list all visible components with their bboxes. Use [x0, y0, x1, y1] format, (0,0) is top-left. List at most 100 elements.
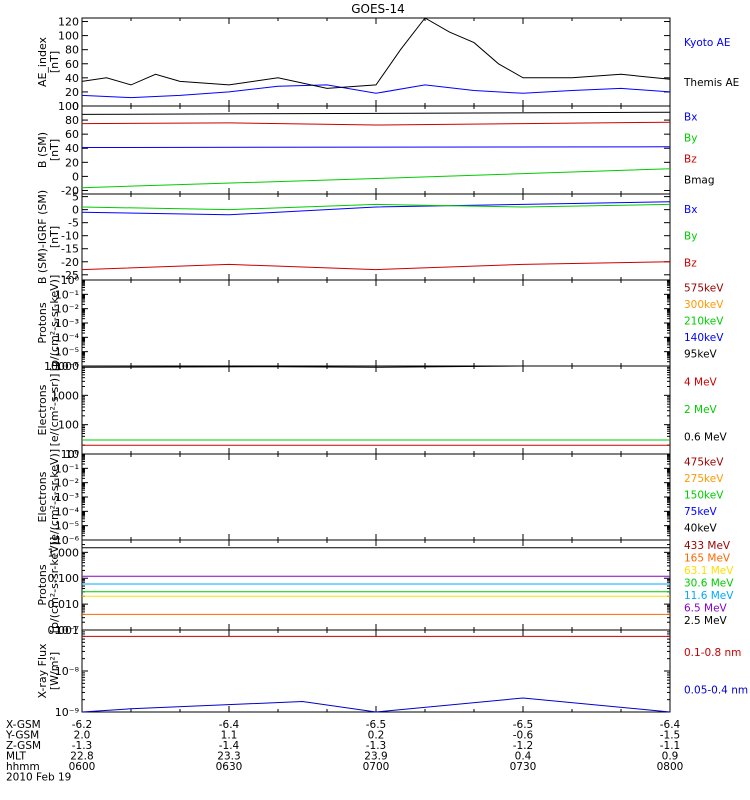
series-line-bz [81, 121, 671, 126]
panel-electrons-mev: 10 100 1000 10000 Electrons [e/(cm²-s-sr)] 4 M… [36, 360, 728, 461]
y-tick-label: 10⁻⁹ [55, 706, 79, 719]
legend-label: 11.6 MeV [684, 590, 734, 602]
y-axis-label: Protons [36, 302, 49, 343]
footer-value: -6.2 [72, 719, 93, 731]
y-axis-label: [e/(cm²-s-sr-keV)] [48, 449, 61, 545]
y-tick-label: 0.100 [48, 572, 80, 585]
footer-row-label: MLT [6, 751, 26, 763]
y-tick-label: 0 [72, 100, 79, 113]
y-tick-label: 100 [58, 100, 79, 113]
y-tick-label: 10⁻³ [55, 317, 79, 330]
panel-frame [81, 279, 671, 367]
y-tick-label: 10000 [44, 360, 79, 373]
y-tick-label: 10⁻⁸ [55, 665, 80, 678]
legend-label: 0.05-0.4 nm [684, 684, 748, 696]
series-line-0-6-mev [81, 365, 670, 368]
series-line-bx [81, 201, 671, 216]
y-axis-label: [p/(cm²-s-sr-keV)] [48, 275, 61, 372]
legend-label: Bmag [684, 175, 715, 187]
footer-value: -6.4 [660, 719, 681, 731]
y-tick-label: 10⁻⁶ [55, 360, 80, 373]
footer-date: 2010 Feb 19 [6, 772, 71, 784]
y-tick-label: 60 [65, 128, 79, 141]
y-tick-label: -20 [61, 256, 79, 269]
panel-frame [81, 629, 671, 713]
footer-row-label: hhmm [6, 761, 40, 773]
footer-value: 0700 [363, 761, 390, 773]
legend-label: 4 MeV [684, 376, 718, 388]
panel-frame [81, 539, 671, 631]
panel-xray: 10⁻⁹ 10⁻⁸ 10⁻⁷ X-ray Flux [W/m²] 0.1-0.8 nm 0.… [36, 624, 748, 719]
legend-label: Bx [684, 204, 697, 216]
legend-label: 6.5 MeV [684, 602, 728, 614]
footer-value: -1.3 [366, 740, 387, 752]
footer-value: 0730 [510, 761, 537, 773]
y-axis-label: X-ray Flux [36, 643, 49, 699]
legend-label: 210keV [684, 316, 724, 328]
ephemeris-footer: X-GSM -6.2 -6.4 -6.5 -6.5 -6.4Y-GSM 2.0 1.1 0.2-… [5, 719, 683, 784]
y-tick-label: 10⁻⁴ [55, 331, 80, 344]
y-tick-label: 10⁻⁷ [55, 624, 79, 637]
footer-value: -1.3 [72, 740, 93, 752]
y-tick-label: 120 [58, 16, 79, 29]
series-line-by [81, 168, 671, 189]
y-tick-label: -20 [61, 184, 79, 197]
panel-frame [81, 365, 671, 455]
legend-label: 165 MeV [684, 552, 731, 564]
y-tick-label: 10⁰ [61, 448, 80, 461]
footer-value: -6.5 [513, 719, 534, 731]
legend-label: 95keV [684, 349, 718, 361]
footer-value: -1.2 [513, 740, 534, 752]
panel-bigrf: -25-20-15-10-505 B (SM)-IGRF (SM) [nT] Bx By… [36, 190, 697, 284]
legend-label: 2.5 MeV [684, 615, 728, 627]
legend-label: 2 MeV [684, 404, 718, 416]
y-tick-label: -10 [61, 230, 79, 243]
y-tick-label: 10⁻¹ [55, 462, 79, 475]
legend-label: 150keV [684, 490, 724, 502]
footer-value: 23.9 [364, 751, 387, 763]
series-line-0-05-0-4-nm [81, 697, 671, 713]
y-tick-label: -5 [68, 217, 79, 230]
legend-label: 0.6 MeV [684, 431, 728, 443]
y-tick-label: 10⁻⁴ [55, 505, 80, 518]
y-tick-label: 40 [65, 142, 79, 155]
y-tick-label: 10⁻² [55, 477, 79, 490]
legend-label: 140keV [684, 332, 724, 344]
legend-label: 40keV [684, 523, 718, 535]
legend-label: 275keV [684, 473, 724, 485]
panel-protons-mev: 0.001 0.010 0.100 1.000 Protons [p/(cm²-s-sr-… [36, 537, 734, 637]
y-axis-label: Protons [36, 564, 49, 605]
series-line-themis-ae [81, 17, 671, 89]
legend-label: 433 MeV [684, 540, 731, 552]
y-tick-label: 10⁻⁵ [55, 346, 79, 359]
y-axis-label: B (SM) [36, 132, 49, 168]
y-tick-label: 0.010 [48, 598, 80, 611]
series-line-bx [81, 146, 671, 148]
series-line-by [81, 203, 671, 211]
footer-row-label: X-GSM [6, 719, 41, 731]
panel-frame [81, 453, 671, 541]
y-axis-label: [nT] [48, 226, 61, 248]
legend-label: 0.1-0.8 nm [684, 647, 741, 659]
series-line-kyoto-ae [81, 84, 671, 99]
y-axis-label: [p/(cm²-s-sr-keV)] [48, 537, 61, 634]
y-tick-label: 60 [65, 58, 79, 71]
y-tick-label: 10⁻⁵ [55, 520, 79, 533]
y-axis-label: [nT] [48, 139, 61, 161]
footer-value: -6.4 [219, 719, 240, 731]
y-axis-label: B (SM)-IGRF (SM) [36, 190, 49, 284]
footer-value: 0630 [216, 761, 243, 773]
footer-value: 23.3 [217, 751, 240, 763]
y-tick-label: 80 [65, 44, 79, 57]
y-tick-label: -25 [61, 269, 79, 282]
y-tick-label: 10⁻² [55, 303, 79, 316]
series-line-bmag [81, 111, 671, 115]
footer-value: -1.5 [660, 730, 681, 742]
legend-label: Kyoto AE [684, 37, 730, 49]
y-tick-label: 100 [58, 30, 79, 43]
